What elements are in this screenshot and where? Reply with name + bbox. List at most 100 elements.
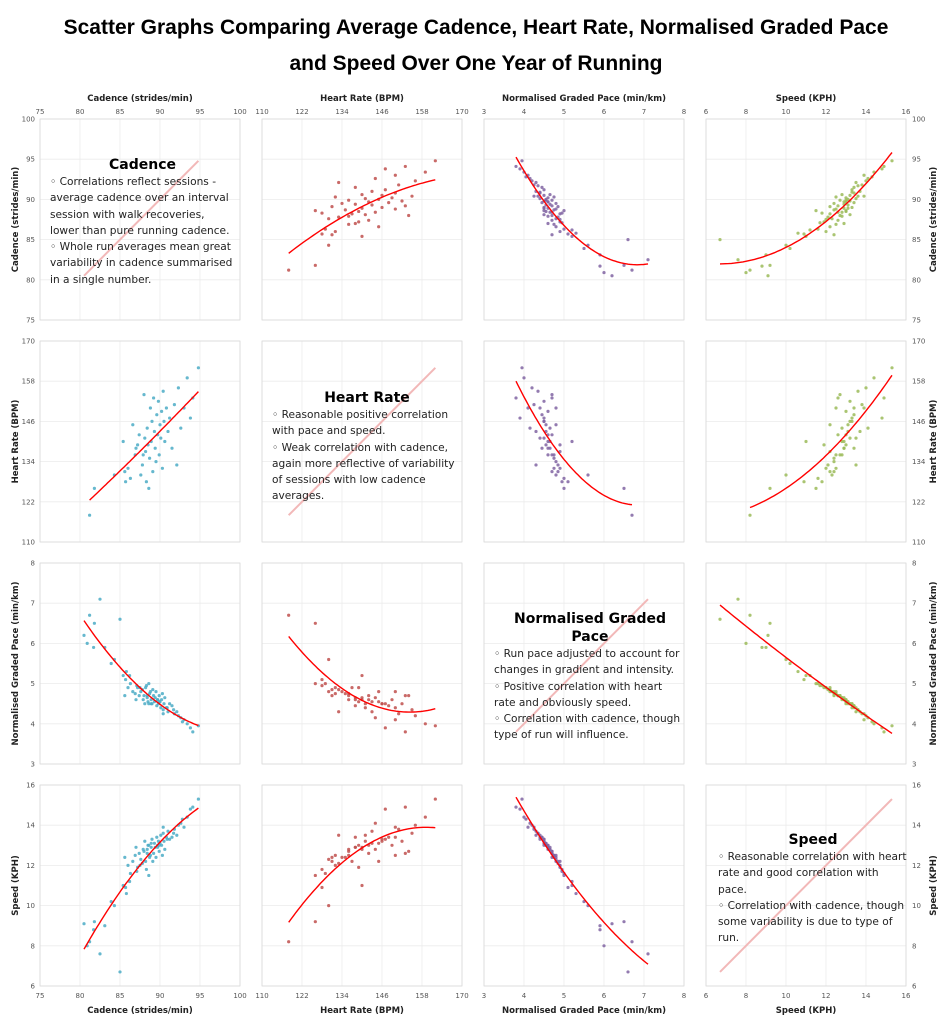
data-point [820, 211, 824, 215]
y-axis-title-right: Normalised Graded Pace (min/km) [929, 581, 939, 745]
data-point [610, 274, 614, 278]
x-tick-label-top: 10 [782, 108, 791, 116]
data-point [370, 710, 374, 714]
data-point [836, 433, 840, 437]
data-point [622, 486, 626, 490]
data-point [161, 708, 165, 712]
data-point [175, 463, 179, 467]
data-point [159, 706, 163, 710]
y-tick-label-right: 6 [912, 983, 917, 991]
data-point [407, 694, 411, 698]
data-point [320, 211, 324, 215]
trendline [288, 635, 436, 713]
data-point [327, 657, 331, 662]
data-point [748, 268, 752, 272]
data-point [552, 466, 556, 470]
x-tick-label-bottom: 4 [522, 992, 527, 1000]
y-tick-label-left: 75 [26, 317, 35, 325]
data-point [134, 698, 138, 702]
data-point [852, 185, 856, 189]
x-axis-title-bottom: Heart Rate (BPM) [320, 1006, 404, 1016]
data-point [172, 403, 176, 407]
data-point [168, 837, 172, 841]
data-point [373, 696, 377, 700]
y-tick-label-right: 95 [912, 156, 921, 164]
data-point [179, 426, 183, 430]
data-point [142, 694, 146, 698]
data-point [748, 513, 752, 517]
data-point [337, 180, 341, 185]
data-point [403, 694, 407, 698]
data-point [856, 194, 860, 198]
panel-hr-vs-cadence: 110 122 134 146 158 170 Heart Rate (BPM) [11, 338, 241, 547]
data-point [387, 704, 391, 708]
data-point [850, 188, 854, 192]
data-point [542, 419, 546, 423]
data-point [433, 724, 437, 728]
panel-hr-vs-hr [261, 340, 463, 543]
data-point [526, 825, 530, 829]
data-point [854, 436, 858, 440]
data-point [149, 841, 153, 845]
note-speed: Speed ◦ Reasonable correlation with hear… [718, 831, 908, 947]
data-point [796, 231, 800, 235]
data-point [82, 922, 86, 926]
data-point [828, 225, 832, 229]
data-point [622, 920, 626, 924]
data-point [367, 698, 371, 702]
data-point [143, 702, 147, 706]
data-point [383, 807, 387, 811]
data-point [828, 470, 832, 474]
trendline [83, 620, 199, 727]
data-point [152, 851, 156, 855]
y-tick-label-left: 4 [31, 720, 36, 728]
note-title: Heart Rate [324, 390, 410, 406]
x-tick-label-bottom: 75 [36, 992, 45, 1000]
data-point [360, 883, 364, 888]
y-tick-label-left: 95 [26, 156, 35, 164]
data-point [862, 718, 866, 722]
data-point [828, 423, 832, 427]
data-point [882, 730, 886, 734]
data-point [313, 621, 317, 625]
data-point [360, 192, 364, 197]
panel-speed-vs-pace: 3 4 5 6 7 8 Normalised Graded Pace (min/km) [482, 784, 686, 1016]
data-point [556, 205, 560, 209]
y-axis-title-right: Heart Rate (BPM) [929, 399, 939, 483]
data-point [852, 446, 856, 450]
data-point [550, 470, 554, 474]
data-point [357, 865, 361, 870]
data-point [330, 694, 334, 698]
data-point [149, 845, 153, 849]
data-point [400, 702, 404, 706]
data-point [383, 167, 387, 171]
data-point [646, 952, 650, 956]
panel-pace-vs-speed: 3 4 5 6 7 8 Normalised Graded Pace (min/km) [705, 560, 939, 769]
data-point [353, 221, 357, 226]
data-point [313, 209, 317, 213]
y-tick-label-right: 10 [912, 902, 921, 910]
data-point [393, 706, 397, 710]
trendline [515, 156, 649, 266]
data-point [360, 673, 364, 678]
x-tick-label-bottom: 7 [642, 992, 646, 1000]
data-point [407, 213, 411, 218]
data-point [373, 176, 377, 181]
data-point [842, 446, 846, 450]
y-tick-label-right: 90 [912, 196, 921, 204]
data-point [133, 692, 137, 696]
data-point [313, 920, 317, 924]
data-point [370, 700, 374, 704]
plot-border [39, 340, 241, 543]
data-point [330, 205, 334, 209]
data-point [562, 476, 566, 480]
data-point [538, 406, 542, 410]
data-point [830, 473, 834, 477]
data-point [142, 393, 146, 397]
data-point [850, 416, 854, 420]
data-point [514, 396, 518, 400]
data-point [144, 480, 148, 484]
data-point [760, 264, 764, 268]
data-point [646, 258, 650, 262]
data-point [558, 466, 562, 470]
